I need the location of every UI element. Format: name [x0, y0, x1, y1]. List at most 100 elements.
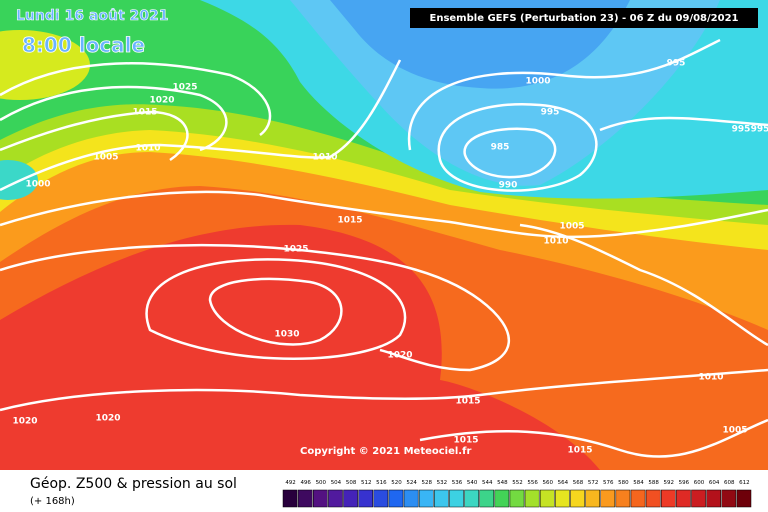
isobar-label: 1020	[387, 351, 412, 361]
legend-swatch	[418, 489, 434, 508]
legend-tick: 492	[285, 480, 296, 486]
model-box	[410, 8, 758, 28]
legend-tick: 512	[361, 480, 372, 486]
isobar-label: 1005	[93, 153, 118, 163]
model-info: Ensemble GEFS (Perturbation 23) - 06 Z d…	[430, 13, 739, 24]
isobar	[0, 110, 189, 162]
legend-swatch	[676, 489, 691, 508]
legend-swatch	[358, 489, 374, 508]
legend-tick: 588	[648, 480, 659, 486]
isobar	[0, 190, 768, 239]
legend-tick: 608	[724, 480, 735, 486]
legend-tick: 504	[331, 480, 342, 486]
legend-tick: 544	[482, 480, 493, 486]
legend-tick: 564	[558, 480, 569, 486]
isobar-label: 1015	[453, 436, 478, 446]
footer-lead: (+ 168h)	[30, 496, 75, 507]
legend-tick: 560	[543, 480, 554, 486]
legend-tick: 500	[316, 480, 327, 486]
legend-swatch	[373, 489, 389, 508]
legend-swatch	[328, 489, 343, 508]
legend-tick: 556	[527, 480, 538, 486]
legend-tick: 592	[664, 480, 675, 486]
legend-tick: 524	[406, 480, 417, 486]
isobar	[407, 38, 721, 151]
isobar-label: 1010	[312, 153, 337, 163]
isobar	[419, 418, 768, 458]
isobar-label: 1025	[283, 245, 308, 255]
legend-tick: 508	[346, 480, 357, 486]
isobar-label: 995	[541, 108, 560, 118]
legend-swatch	[449, 489, 464, 508]
isobar-label: 1010	[543, 237, 568, 247]
isobar-label: 995	[667, 59, 686, 69]
legend-swatch	[585, 489, 600, 508]
legend-tick: 528	[421, 480, 432, 486]
isobar-label: 1010	[698, 373, 723, 383]
legend-tick: 596	[679, 480, 690, 486]
copyright: Copyright © 2021 Meteociel.fr	[300, 446, 471, 457]
legend-swatch	[464, 489, 479, 508]
isobar-label: 985	[491, 143, 510, 153]
legend-swatch	[313, 489, 328, 508]
isobar	[0, 59, 402, 192]
isobar-label: 1020	[95, 414, 120, 424]
legend-swatch	[645, 489, 661, 508]
legend-swatch	[282, 489, 298, 508]
legend-swatch	[479, 489, 495, 508]
isobars	[0, 38, 768, 458]
legend-tick: 568	[573, 480, 584, 486]
legend-swatch	[555, 489, 570, 508]
isobar	[599, 116, 768, 132]
legend-swatch	[509, 489, 525, 508]
legend-swatch	[615, 489, 631, 508]
isobar-label: 1005	[722, 426, 747, 436]
isobar-label: 1010	[135, 144, 160, 154]
isobar-label: 1030	[274, 330, 299, 340]
isobar-label: 1015	[132, 108, 157, 118]
isobar	[519, 223, 768, 347]
legend-tick: 600	[694, 480, 705, 486]
isobar-label: 1020	[149, 96, 174, 106]
legend-swatch	[388, 489, 404, 508]
isobar	[0, 243, 510, 372]
legend-swatch	[736, 489, 752, 508]
legend-swatch	[403, 489, 419, 508]
legend-swatch	[524, 489, 540, 508]
isobar	[145, 258, 407, 360]
legend-tick: 612	[739, 480, 750, 486]
isobar	[463, 127, 557, 179]
legend-swatch	[660, 489, 676, 508]
isobar-label: 995	[751, 125, 768, 135]
isobar-label: 1000	[25, 180, 50, 190]
legend-tick: 604	[709, 480, 720, 486]
legend-swatch	[434, 489, 449, 508]
date: Lundi 16 août 2021	[16, 8, 168, 24]
local-time: 8:00 locale	[22, 33, 145, 57]
legend-swatch	[297, 489, 313, 508]
legend-tick: 572	[588, 480, 599, 486]
legend-swatch	[600, 489, 616, 508]
legend-tick: 516	[376, 480, 387, 486]
isobar	[0, 62, 272, 136]
isobar-label: 1005	[559, 222, 584, 232]
isobar-label: 1015	[337, 216, 362, 226]
legend-swatch	[630, 489, 646, 508]
isobar-label: 990	[499, 181, 518, 191]
legend-tick: 520	[391, 480, 402, 486]
isobar	[437, 103, 598, 192]
legend-swatch	[343, 489, 358, 508]
legend-tick: 540	[467, 480, 478, 486]
legend-tick: 532	[437, 480, 448, 486]
isobar-label: 1000	[525, 77, 550, 87]
isobar	[208, 277, 343, 346]
legend-tick: 552	[512, 480, 523, 486]
legend-tick: 536	[452, 480, 463, 486]
isobar-label: 995	[732, 125, 751, 135]
legend-swatch	[721, 489, 737, 508]
isobar-label: 1015	[567, 446, 592, 456]
isobar-label: 1015	[455, 397, 480, 407]
legend-tick: 576	[603, 480, 614, 486]
legend-tick: 496	[300, 480, 311, 486]
